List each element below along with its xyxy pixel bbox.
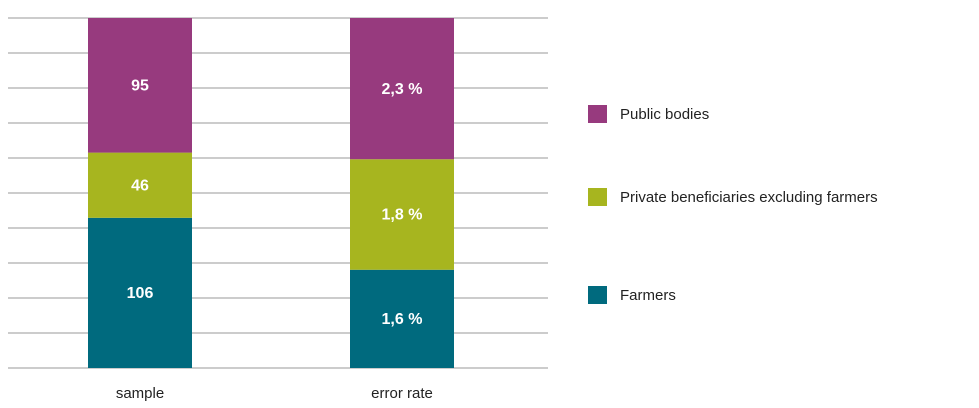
- bar-segment: [350, 18, 454, 160]
- bar-segment: [88, 152, 192, 218]
- bar-segment: [350, 269, 454, 368]
- value-label: 95: [131, 78, 149, 95]
- value-label: 1,8 %: [382, 207, 423, 224]
- value-label: 46: [131, 177, 149, 194]
- legend-swatch: [588, 286, 607, 304]
- value-label: 1,6 %: [382, 311, 423, 328]
- legend-swatch: [588, 105, 607, 123]
- value-label: 2,3 %: [382, 81, 423, 98]
- bar-segment: [88, 217, 192, 368]
- legend-label: Farmers: [620, 287, 676, 304]
- bar-segment: [88, 18, 192, 153]
- legend-label: Public bodies: [620, 106, 709, 123]
- x-tick-label: error rate: [371, 385, 433, 402]
- bar-segment: [350, 159, 454, 270]
- legend-swatch: [588, 188, 607, 206]
- x-tick-label: sample: [116, 385, 164, 402]
- legend-label: Private beneficiaries excluding farmers: [620, 189, 878, 206]
- value-label: 106: [127, 285, 154, 302]
